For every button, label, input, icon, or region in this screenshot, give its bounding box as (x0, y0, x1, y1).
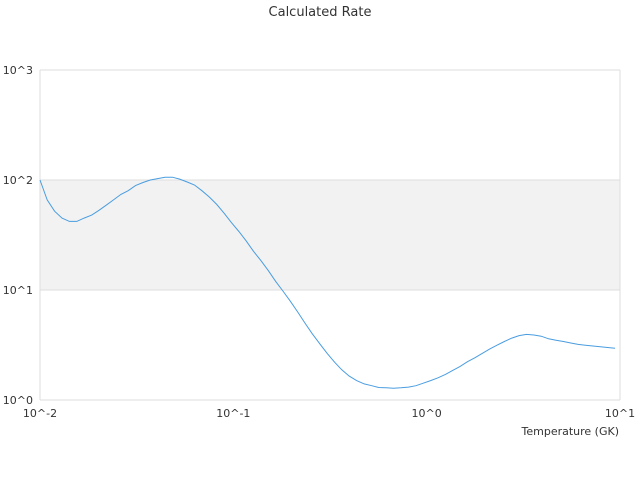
series-line (39, 176, 616, 389)
y-tick-label: 10^2 (3, 174, 33, 187)
y-tick-label: 10^1 (3, 284, 33, 297)
plot-band (40, 290, 620, 400)
x-tick-label: 10^1 (605, 407, 635, 420)
x-tick-label: 10^0 (412, 407, 442, 420)
plot-band (40, 180, 620, 290)
x-tick-label: 10^-2 (23, 407, 57, 420)
chart-title: Calculated Rate (269, 5, 372, 20)
x-axis-label: Temperature (GK) (521, 425, 620, 438)
y-tick-label: 10^0 (3, 394, 33, 407)
x-tick-label: 10^-1 (216, 407, 250, 420)
y-tick-label: 10^3 (3, 64, 33, 77)
plot-band (40, 70, 620, 180)
